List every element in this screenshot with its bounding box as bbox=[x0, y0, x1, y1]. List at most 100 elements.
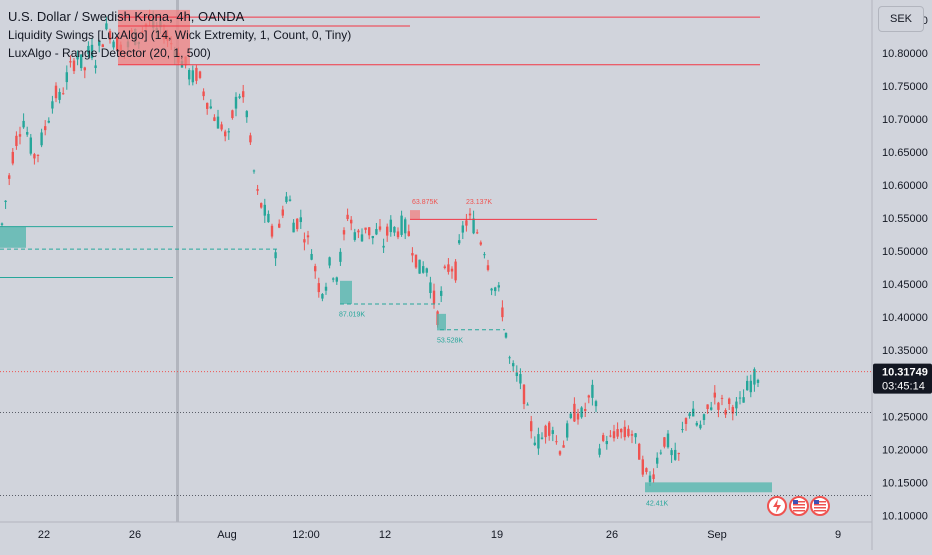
y-tick-label: 10.45000 bbox=[882, 279, 928, 291]
candle-body bbox=[515, 372, 518, 377]
y-tick-label: 10.35000 bbox=[882, 345, 928, 357]
candle-body bbox=[263, 204, 266, 216]
y-tick-label: 10.40000 bbox=[882, 312, 928, 324]
candle-body bbox=[252, 170, 256, 172]
candle-body bbox=[414, 254, 418, 268]
candle-body bbox=[605, 441, 608, 445]
flash-event-icon[interactable] bbox=[767, 496, 787, 516]
us-flag-event-icon[interactable] bbox=[810, 496, 830, 516]
candle-body bbox=[335, 277, 338, 282]
candle-body bbox=[332, 278, 335, 280]
candle-body bbox=[260, 203, 263, 208]
candle-body bbox=[684, 418, 688, 424]
candle-body bbox=[677, 453, 680, 455]
candle-body bbox=[562, 445, 565, 448]
candle-body bbox=[278, 223, 281, 228]
volume-annotation: 87.019K bbox=[339, 312, 365, 319]
x-tick-label: 22 bbox=[38, 529, 50, 541]
candle-body bbox=[375, 229, 378, 235]
y-tick-label: 10.10000 bbox=[882, 510, 928, 522]
candle-body bbox=[519, 374, 522, 384]
candle-body bbox=[490, 288, 493, 291]
candle-body bbox=[468, 213, 472, 216]
candle-body bbox=[681, 429, 684, 431]
candle-body bbox=[350, 219, 353, 224]
candle-body bbox=[51, 101, 54, 109]
candle-body bbox=[749, 380, 752, 393]
candle-body bbox=[656, 457, 659, 464]
candle-body bbox=[364, 227, 367, 230]
candle-body bbox=[537, 434, 540, 449]
candle-body bbox=[209, 106, 212, 109]
candle-body bbox=[378, 226, 382, 230]
candle-body bbox=[353, 232, 356, 240]
candle-body bbox=[623, 426, 626, 438]
candle-body bbox=[4, 200, 7, 202]
candle-body bbox=[11, 151, 14, 164]
candle-body bbox=[0, 223, 4, 225]
candle-body bbox=[756, 379, 760, 383]
candle-body bbox=[670, 450, 673, 456]
session-separator bbox=[176, 0, 179, 522]
candle-body bbox=[310, 253, 313, 260]
candle-body bbox=[33, 154, 36, 159]
x-tick-label: Aug bbox=[217, 529, 237, 541]
candle-body bbox=[695, 422, 698, 426]
candle-body bbox=[296, 218, 299, 230]
candle-body bbox=[724, 410, 727, 415]
volume-annotation: 63.875K bbox=[412, 199, 438, 206]
liquidity-zone bbox=[0, 226, 26, 248]
candle-body bbox=[400, 215, 403, 235]
candle-body bbox=[213, 117, 216, 121]
candle-body bbox=[281, 209, 284, 216]
candle-body bbox=[317, 283, 320, 293]
candle-body bbox=[609, 435, 612, 437]
candle-body bbox=[627, 428, 630, 437]
candle-body bbox=[396, 231, 400, 238]
candle-body bbox=[328, 257, 331, 266]
candle-body bbox=[659, 452, 662, 454]
x-tick-label: 26 bbox=[606, 529, 618, 541]
currency-button[interactable]: SEK bbox=[878, 6, 924, 32]
candle-body bbox=[216, 116, 220, 129]
candle-body bbox=[386, 226, 389, 236]
candle-body bbox=[72, 60, 76, 72]
candle-body bbox=[346, 214, 349, 220]
candle-body bbox=[234, 96, 238, 109]
candle-body bbox=[22, 120, 25, 128]
price-tag-value: 10.31749 bbox=[882, 367, 928, 379]
candle-body bbox=[746, 380, 749, 391]
candle-body bbox=[720, 397, 724, 399]
candle-body bbox=[195, 67, 198, 81]
candle-body bbox=[753, 369, 756, 385]
candle-body bbox=[429, 282, 432, 294]
liquidity-zone bbox=[645, 482, 772, 493]
candle-body bbox=[450, 268, 454, 272]
candle-body bbox=[454, 261, 457, 281]
candle-body bbox=[382, 245, 385, 248]
candle-body bbox=[54, 85, 58, 99]
candle-body bbox=[573, 403, 576, 422]
y-tick-label: 10.15000 bbox=[882, 477, 928, 489]
candle-body bbox=[526, 404, 529, 406]
candle-body bbox=[267, 213, 270, 223]
us-flag-event-icon[interactable] bbox=[789, 496, 809, 516]
candle-body bbox=[112, 41, 115, 48]
candle-body bbox=[587, 395, 590, 398]
candle-body bbox=[339, 251, 342, 262]
candle-body bbox=[368, 227, 371, 236]
candle-body bbox=[231, 110, 234, 119]
candle-body bbox=[90, 44, 94, 59]
candle-body bbox=[584, 409, 587, 411]
candle-body bbox=[630, 434, 634, 436]
candle-body bbox=[357, 230, 360, 233]
candle-body bbox=[116, 37, 119, 51]
liquidity-zone bbox=[118, 9, 190, 65]
candle-body bbox=[36, 154, 40, 156]
volume-annotation: 23.137K bbox=[466, 199, 492, 206]
candle-body bbox=[566, 423, 569, 438]
candle-body bbox=[472, 218, 475, 234]
y-tick-label: 10.65000 bbox=[882, 147, 928, 159]
